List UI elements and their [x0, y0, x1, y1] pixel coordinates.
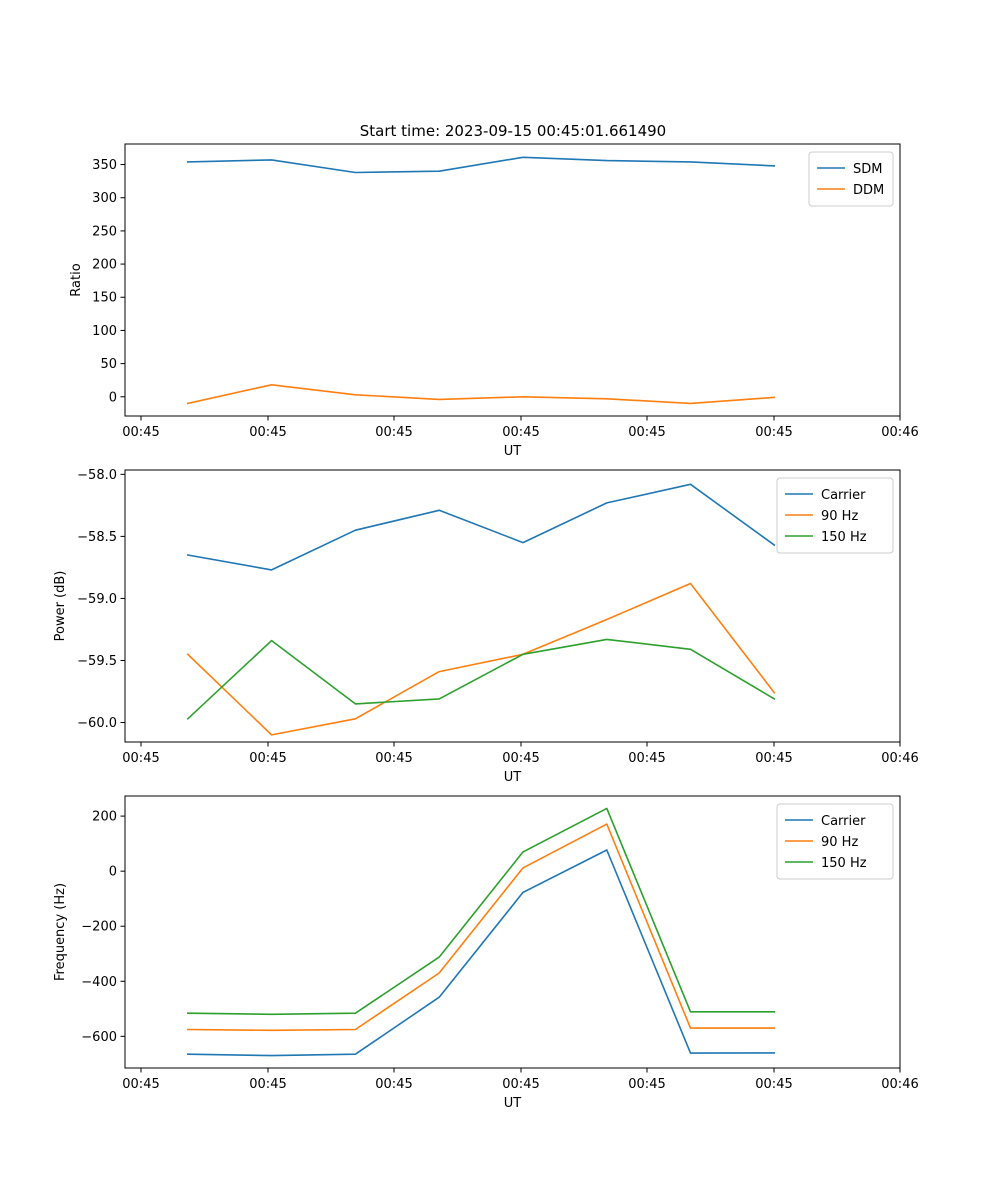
series-line-carrier [186, 849, 776, 1057]
legend: Carrier 90 Hz 150 Hz [776, 803, 894, 880]
y-tick-label: 300 [92, 191, 117, 206]
y-tick-label: −59.0 [77, 592, 117, 607]
series-line-90-hz [186, 582, 776, 736]
y-tick-label: −58.5 [77, 530, 117, 545]
y-tick-label: 100 [92, 324, 117, 339]
axes-frame [124, 143, 901, 417]
x-tick-label: 00:45 [249, 425, 286, 440]
legend-box [776, 477, 894, 554]
x-tick-label: 00:45 [628, 1077, 665, 1092]
x-tick-label: 00:45 [375, 751, 412, 766]
y-axis-label: Ratio [69, 263, 84, 296]
axes-frame [124, 795, 901, 1069]
y-axis-label: Frequency (Hz) [53, 883, 68, 981]
y-tick-label: −59.5 [77, 654, 117, 669]
legend-label: 150 Hz [821, 530, 867, 545]
x-axis-label: UT [504, 444, 522, 459]
legend-label: SDM [853, 162, 882, 177]
y-tick-label: 50 [100, 357, 117, 372]
series-line-90-hz [186, 823, 776, 1032]
x-tick-label: 00:45 [755, 1077, 792, 1092]
legend-label: 150 Hz [821, 856, 867, 871]
panels: 00:45 00:45 00:45 00:45 00:45 00:45 00:46 0 50 10… [53, 143, 919, 1111]
x-tick-label: 00:46 [881, 1077, 918, 1092]
series-line-carrier [186, 483, 776, 571]
legend-label: Carrier [821, 814, 866, 829]
legend-label: DDM [853, 183, 884, 198]
series-line-150-hz [186, 807, 776, 1016]
x-axis-label: UT [504, 1096, 522, 1111]
y-tick-label: 250 [92, 224, 117, 239]
chart-panel-2: 00:45 00:45 00:45 00:45 00:45 00:45 00:46 −60.0… [53, 468, 919, 785]
legend: SDM DDM [808, 151, 894, 207]
legend-box [776, 803, 894, 880]
figure-title: Start time: 2023-09-15 00:45:01.661490 [360, 122, 666, 140]
series-line-ddm [186, 383, 776, 405]
axes-frame [124, 469, 901, 743]
x-tick-label: 00:46 [881, 751, 918, 766]
y-tick-label: −200 [81, 920, 117, 935]
chart-panel-3: 00:45 00:45 00:45 00:45 00:45 00:45 00:46 −600 −… [53, 795, 919, 1111]
x-tick-label: 00:45 [122, 1077, 159, 1092]
y-tick-label: 0 [109, 865, 117, 880]
x-tick-label: 00:45 [122, 751, 159, 766]
legend-box [808, 151, 894, 207]
legend-label: Carrier [821, 488, 866, 503]
x-tick-label: 00:45 [249, 1077, 286, 1092]
x-tick-label: 00:45 [375, 1077, 412, 1092]
y-axis-label: Power (dB) [53, 571, 68, 642]
x-tick-label: 00:45 [122, 425, 159, 440]
x-tick-label: 00:46 [881, 425, 918, 440]
x-tick-label: 00:45 [628, 425, 665, 440]
y-tick-label: 0 [109, 390, 117, 405]
y-tick-label: 200 [92, 258, 117, 273]
y-tick-label: 350 [92, 158, 117, 173]
y-tick-label: −58.0 [77, 468, 117, 483]
x-tick-label: 00:45 [502, 1077, 539, 1092]
legend-label: 90 Hz [821, 835, 858, 850]
y-tick-label: −400 [81, 975, 117, 990]
x-tick-label: 00:45 [755, 751, 792, 766]
y-tick-label: 200 [92, 810, 117, 825]
legend: Carrier 90 Hz 150 Hz [776, 477, 894, 554]
chart-panel-1: 00:45 00:45 00:45 00:45 00:45 00:45 00:46 0 50 10… [69, 143, 919, 459]
y-tick-label: −60.0 [77, 716, 117, 731]
x-tick-label: 00:45 [502, 425, 539, 440]
legend-label: 90 Hz [821, 509, 858, 524]
series-line-sdm [186, 156, 776, 174]
x-tick-label: 00:45 [249, 751, 286, 766]
x-tick-label: 00:45 [628, 751, 665, 766]
series-line-150-hz [186, 638, 776, 720]
y-tick-label: 150 [92, 291, 117, 306]
y-tick-label: −600 [81, 1030, 117, 1045]
x-tick-label: 00:45 [502, 751, 539, 766]
x-axis-label: UT [504, 770, 522, 785]
x-tick-label: 00:45 [375, 425, 412, 440]
x-tick-label: 00:45 [755, 425, 792, 440]
